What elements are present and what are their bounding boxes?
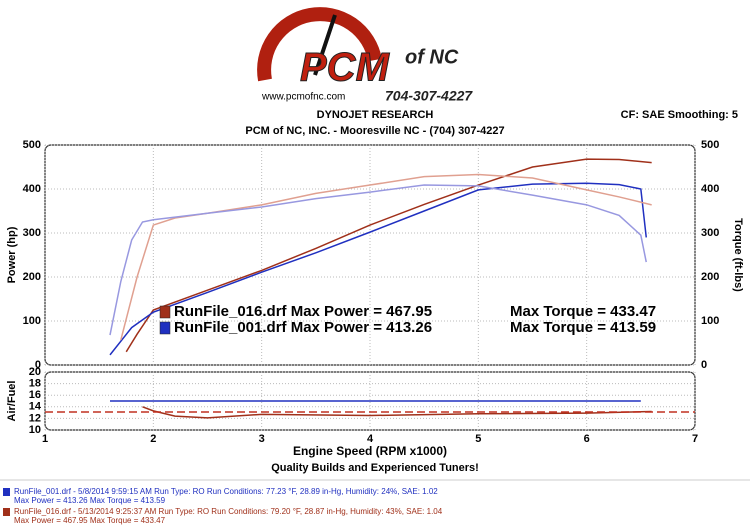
footer-run-max: Max Power = 467.95 Max Torque = 433.47 <box>14 516 166 525</box>
settings: CF: SAE Smoothing: 5 <box>621 109 738 121</box>
y-tick-label: 0 <box>35 359 41 371</box>
logo-name: PCM <box>300 46 391 90</box>
x-tick-label: 1 <box>42 433 48 445</box>
legend-max-torque: Max Torque = 433.47 <box>510 303 656 320</box>
series-line <box>125 158 652 353</box>
y-axis-label: Power (hp) <box>6 226 18 283</box>
y2-tick-label: 300 <box>701 227 719 239</box>
legend-name: RunFile_001.drf <box>174 319 288 336</box>
x-tick-label: 4 <box>367 433 374 445</box>
logo: PCM of NC 704-307-4227 www.pcmofnc.com <box>257 7 473 104</box>
logo-phone: 704-307-4227 <box>385 88 473 104</box>
logo-needle <box>313 14 337 76</box>
y-tick-label: 200 <box>23 271 41 283</box>
y-tick-label: 500 <box>23 139 41 151</box>
y2-tick-label: 400 <box>701 183 719 195</box>
legend-label: RunFile_016.drf Max Power = 467.95 <box>174 303 432 320</box>
footer-run-info: RunFile_016.drf - 5/13/2014 9:25:37 AM R… <box>14 507 443 516</box>
y-tick-label: 16 <box>29 389 41 401</box>
legend-max-torque: Max Torque = 413.59 <box>510 319 656 336</box>
series-line <box>109 184 647 336</box>
y2-tick-label: 200 <box>701 271 719 283</box>
x-tick-label: 2 <box>150 433 156 445</box>
y2-axis-label: Torque (ft-lbs) <box>732 218 744 292</box>
footer-run-info: RunFile_001.drf - 5/8/2014 9:59:15 AM Ru… <box>14 487 438 496</box>
logo-suffix: of NC <box>405 46 459 68</box>
legend-max-power: Max Power = 467.95 <box>291 303 432 320</box>
legend-swatch <box>159 321 171 335</box>
y-tick-label: 20 <box>29 366 41 378</box>
footer-run-max: Max Power = 413.26 Max Torque = 413.59 <box>14 496 166 505</box>
legend-swatch <box>159 305 171 319</box>
y-axis-label: Air/Fuel <box>6 381 18 422</box>
logo-url: www.pcmofnc.com <box>261 92 345 103</box>
x-tick-label: 7 <box>692 433 698 445</box>
y-tick-label: 100 <box>23 315 41 327</box>
y-tick-label: 400 <box>23 183 41 195</box>
y-tick-label: 18 <box>29 378 41 390</box>
y2-tick-label: 100 <box>701 315 719 327</box>
legend-label: RunFile_001.drf Max Power = 413.26 <box>174 319 432 336</box>
title: DYNOJET RESEARCH <box>317 109 434 121</box>
y-tick-label: 12 <box>29 412 41 424</box>
y-tick-label: 300 <box>23 227 41 239</box>
tagline: Quality Builds and Experienced Tuners! <box>271 462 479 474</box>
subtitle: PCM of NC, INC. - Mooresville NC - (704)… <box>245 125 504 137</box>
series-line <box>120 173 652 341</box>
y-tick-label: 14 <box>29 401 42 413</box>
footer-swatch <box>3 488 10 496</box>
y-tick-label: 10 <box>29 424 41 436</box>
x-tick-label: 6 <box>584 433 590 445</box>
y2-tick-label: 0 <box>701 359 707 371</box>
x-tick-label: 3 <box>259 433 265 445</box>
y2-tick-label: 500 <box>701 139 719 151</box>
legend-max-power: Max Power = 413.26 <box>291 319 432 336</box>
legend-name: RunFile_016.drf <box>174 303 288 320</box>
x-tick-label: 5 <box>475 433 481 445</box>
footer-swatch <box>3 508 10 516</box>
logo-arc <box>257 7 382 82</box>
x-axis-label: Engine Speed (RPM x1000) <box>293 444 447 458</box>
